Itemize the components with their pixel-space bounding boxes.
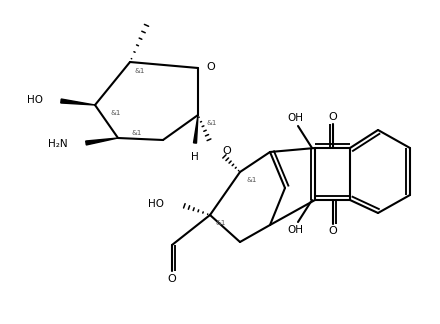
Text: H: H xyxy=(191,152,199,162)
Text: &1: &1 xyxy=(246,177,257,183)
Text: HO: HO xyxy=(148,199,164,209)
Text: &1: &1 xyxy=(206,120,216,126)
Text: &1: &1 xyxy=(110,110,121,116)
Text: O: O xyxy=(168,274,176,284)
Polygon shape xyxy=(61,99,95,105)
Polygon shape xyxy=(194,115,198,143)
Text: HO: HO xyxy=(27,95,43,105)
Text: O: O xyxy=(328,112,337,122)
Text: OH: OH xyxy=(287,113,303,123)
Text: H₂N: H₂N xyxy=(48,139,68,149)
Text: O: O xyxy=(206,62,215,72)
Text: &1: &1 xyxy=(131,130,141,136)
Text: OH: OH xyxy=(287,225,303,235)
Text: O: O xyxy=(328,226,337,236)
Text: &1: &1 xyxy=(134,68,144,74)
Text: &1: &1 xyxy=(215,220,225,226)
Text: O: O xyxy=(222,146,231,156)
Polygon shape xyxy=(86,138,118,145)
